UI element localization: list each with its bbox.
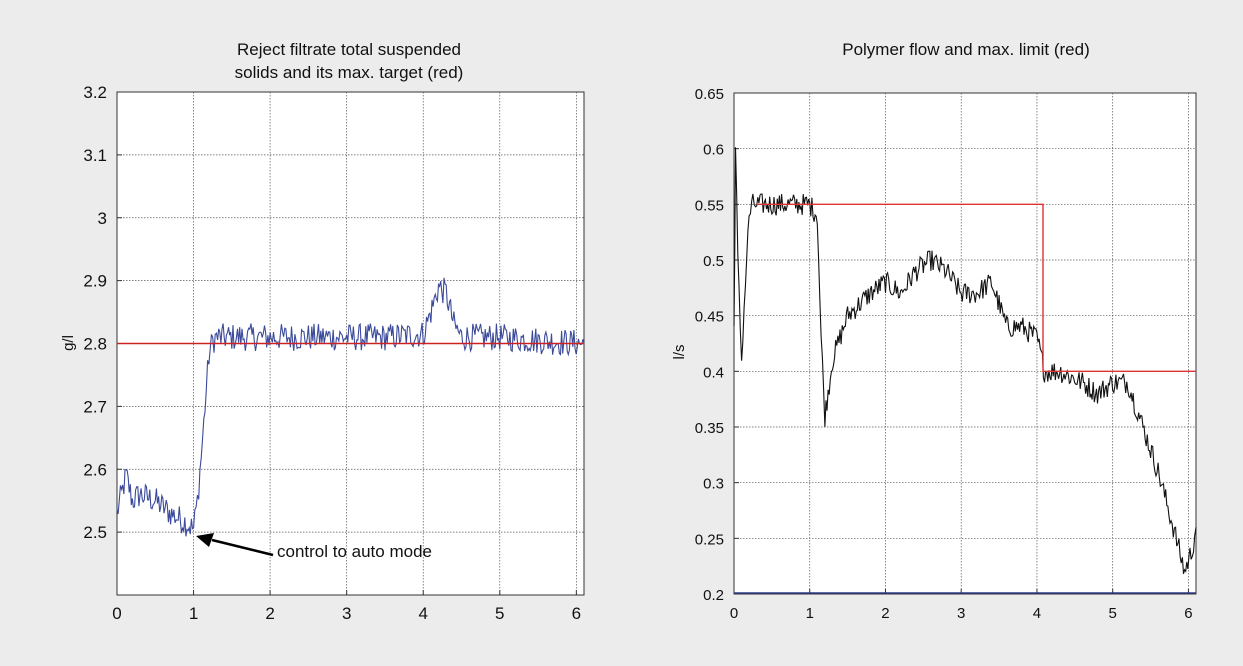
series-line-1 — [756, 203, 1196, 372]
x-tick-label: 6 — [1184, 605, 1192, 622]
annotation-arrowhead — [196, 533, 214, 547]
y-axis-ticks: 2.5 2.6 2.7 2.8 2.9 3 3.1 3.2 — [83, 83, 122, 542]
annotation-arrow-line — [211, 538, 274, 557]
annotation: control to auto mode — [196, 533, 432, 561]
y-tick-label: 3 — [98, 209, 107, 228]
annotation-text: control to auto mode — [277, 542, 432, 561]
x-axis-ticks: 0 1 2 3 4 5 6 — [112, 590, 581, 623]
chart-tss: Reject filtrate total suspended solids a… — [60, 40, 585, 623]
y-axis-ticks: 0.2 0.25 0.3 0.35 0.4 0.45 0.5 0.55 0.6 0.65 — [695, 86, 739, 604]
x-tick-label: 2 — [265, 604, 274, 623]
y-tick-label: 2.9 — [83, 272, 107, 291]
y-tick-label: 2.7 — [83, 397, 107, 416]
chart-polymer-flow: Polymer flow and max. limit (red) 0 1 2 3 4 5… — [671, 40, 1197, 622]
y-tick-label: 0.45 — [695, 309, 724, 326]
chart-title-line-1: Polymer flow and max. limit (red) — [842, 40, 1090, 59]
x-tick-label: 4 — [1033, 605, 1041, 622]
y-tick-label: 0.3 — [703, 476, 724, 493]
y-tick-label: 3.1 — [83, 146, 107, 165]
series-group — [116, 277, 585, 537]
y-tick-label: 0.5 — [703, 253, 724, 270]
x-tick-label: 1 — [806, 605, 814, 622]
y-tick-label: 0.55 — [695, 197, 724, 214]
series-group — [733, 147, 1197, 594]
x-tick-label: 2 — [881, 605, 889, 622]
x-tick-label: 3 — [342, 604, 351, 623]
x-tick-label: 0 — [730, 605, 738, 622]
plot-area — [733, 92, 1197, 595]
y-tick-label: 2.6 — [83, 460, 107, 479]
grid — [734, 93, 1196, 594]
chart-title-line-1: Reject filtrate total suspended — [237, 40, 461, 59]
y-tick-label: 3.2 — [83, 83, 107, 102]
y-tick-label: 0.2 — [703, 587, 724, 604]
x-tick-label: 1 — [189, 604, 198, 623]
y-tick-label: 0.4 — [703, 364, 724, 381]
x-axis-ticks: 0 1 2 3 4 5 6 — [730, 589, 1193, 622]
y-tick-label: 2.8 — [83, 335, 107, 354]
y-axis-label: g/l — [60, 335, 77, 351]
series-line-0 — [733, 147, 1197, 574]
x-tick-label: 3 — [957, 605, 965, 622]
chart-title-line-2: solids and its max. target (red) — [235, 63, 464, 82]
y-tick-label: 0.65 — [695, 86, 724, 103]
x-tick-label: 4 — [418, 604, 427, 623]
x-tick-label: 5 — [1109, 605, 1117, 622]
y-tick-label: 0.6 — [703, 142, 724, 159]
y-tick-label: 2.5 — [83, 523, 107, 542]
x-tick-label: 5 — [495, 604, 504, 623]
y-tick-label: 0.35 — [695, 420, 724, 437]
x-tick-label: 0 — [112, 604, 121, 623]
y-tick-label: 0.25 — [695, 531, 724, 548]
x-tick-label: 6 — [572, 604, 581, 623]
y-axis-label: l/s — [671, 345, 688, 360]
series-line-0 — [116, 277, 585, 537]
